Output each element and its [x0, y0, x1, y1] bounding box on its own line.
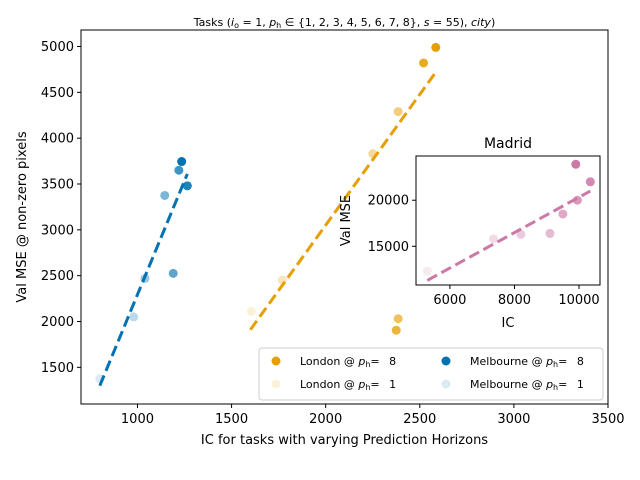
inset-title: Madrid [484, 136, 532, 152]
legend-box [258, 347, 604, 401]
title-suffix: ) [491, 16, 495, 29]
madrid-point-2 [488, 234, 498, 244]
legend-marker-melbourne-ph8 [441, 356, 451, 366]
london-point-4 [393, 107, 403, 117]
x-tick-label: 3000 [497, 412, 530, 427]
legend-label-melbourne-ph8: Melbourne @ ph= 8 [470, 355, 584, 369]
x-tick-label: 3500 [591, 412, 624, 427]
london-trend-line [249, 71, 438, 331]
legend-eq: = [370, 355, 383, 368]
melbourne-point-5 [168, 268, 178, 278]
london-point-2 [277, 275, 287, 285]
madrid-point-6 [572, 195, 582, 205]
legend-label-london-ph1: London @ ph= 1 [300, 378, 396, 392]
inset-plot-area [416, 156, 600, 285]
title-city: city [471, 16, 491, 29]
legend-ph-value: 8 [389, 355, 396, 368]
melbourne-point-1 [95, 374, 105, 384]
legend-ph-value: 1 [577, 378, 584, 391]
inset-x-tick-label: 6000 [433, 293, 466, 308]
legend-prefix: London @ [300, 378, 358, 391]
legend-eq: = [370, 378, 383, 391]
title-s-rest: = 55), [430, 16, 472, 29]
chart-title: Tasks (io = 1, ph ∈ {1, 2, 3, 4, 5, 6, 7… [193, 16, 495, 30]
x-tick-label: 1500 [215, 412, 248, 427]
legend-marker-london-ph1 [271, 379, 281, 389]
x-tick-label: 1000 [121, 412, 154, 427]
inset-x-axis-label: IC [502, 316, 515, 331]
legend-h: h [365, 360, 370, 369]
y-axis-label: Val MSE @ non-zero pixels [15, 131, 30, 302]
legend-p: p [357, 355, 365, 368]
inset-y-axis-label: Val MSE [339, 195, 354, 246]
legend-prefix: Melbourne @ [470, 378, 546, 391]
title-io: i [231, 16, 234, 29]
title-ph: p [268, 16, 276, 29]
y-tick-label: 4500 [41, 86, 74, 101]
madrid-point-8 [571, 159, 581, 169]
y-tick-label: 4000 [41, 132, 74, 147]
legend-marker-london-ph8 [271, 356, 281, 366]
madrid-trend-line [426, 189, 592, 282]
legend-prefix: London @ [300, 355, 358, 368]
london-point-6 [391, 325, 401, 335]
melbourne-point-6 [174, 165, 184, 175]
inset-x-tick-label: 8000 [498, 293, 531, 308]
legend-label-london-ph8: London @ ph= 8 [300, 355, 396, 369]
melbourne-point-2 [129, 312, 139, 322]
london-point-5 [393, 314, 403, 324]
inset-x-tick-label: 10000 [558, 293, 599, 308]
legend-eq: = [558, 355, 571, 368]
x-tick-label: 2000 [309, 412, 342, 427]
london-point-3 [368, 149, 378, 159]
legend-h: h [553, 360, 558, 369]
legend-p: p [357, 378, 365, 391]
legend-ph-value: 8 [577, 355, 584, 368]
y-tick-label: 2000 [41, 315, 74, 330]
inset-y-tick-label: 15000 [368, 240, 409, 255]
melbourne-trend-line [98, 173, 189, 387]
legend-p: p [545, 378, 553, 391]
y-tick-label: 2500 [41, 269, 74, 284]
inset-y-tick-label: 20000 [368, 194, 409, 209]
y-tick-label: 3500 [41, 178, 74, 193]
melbourne-point-8 [177, 157, 187, 167]
legend-h: h [553, 383, 558, 392]
x-tick-label: 2500 [403, 412, 436, 427]
y-tick-label: 5000 [41, 40, 74, 55]
legend-h: h [365, 383, 370, 392]
title-prefix: Tasks ( [193, 16, 231, 29]
madrid-point-4 [545, 228, 555, 238]
madrid-point-5 [558, 209, 568, 219]
title-ph-sub: h [276, 21, 281, 30]
title-io-sub: o [234, 21, 239, 30]
london-point-8 [431, 42, 441, 52]
legend-label-melbourne-ph1: Melbourne @ ph= 1 [470, 378, 584, 392]
legend-p: p [545, 355, 553, 368]
title-ph-rest: ∈ {1, 2, 3, 4, 5, 6, 7, 8}, [281, 16, 424, 29]
y-tick-label: 3000 [41, 223, 74, 238]
y-tick-label: 1500 [41, 361, 74, 376]
london-point-7 [419, 58, 429, 68]
legend-prefix: Melbourne @ [470, 355, 546, 368]
legend-marker-melbourne-ph1 [441, 379, 451, 389]
inset-axes-frame [415, 155, 601, 286]
madrid-point-1 [422, 266, 432, 276]
title-io-rest: = 1, [239, 16, 269, 29]
madrid-point-7 [585, 177, 595, 187]
legend-ph-value: 1 [389, 378, 396, 391]
melbourne-point-7 [182, 181, 192, 191]
main-axes-frame [80, 29, 609, 405]
x-axis-label: IC for tasks with varying Prediction Hor… [201, 433, 488, 448]
melbourne-point-3 [140, 273, 150, 283]
london-point-1 [246, 306, 256, 316]
madrid-point-3 [516, 229, 526, 239]
melbourne-point-4 [160, 190, 170, 200]
title-s: s [424, 16, 430, 29]
legend-eq: = [558, 378, 571, 391]
